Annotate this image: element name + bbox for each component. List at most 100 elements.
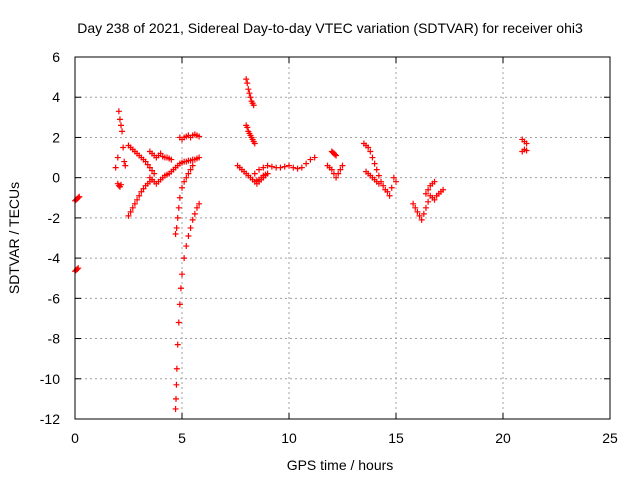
- series-arc-16: [253, 172, 269, 187]
- data-point: [371, 160, 378, 167]
- data-point: [425, 198, 432, 205]
- data-point: [134, 196, 141, 203]
- x-axis-label: GPS time / hours: [287, 457, 394, 473]
- data-point: [422, 204, 429, 211]
- data-point: [157, 150, 164, 157]
- data-point: [173, 381, 180, 388]
- data-point: [375, 180, 382, 187]
- data-point: [181, 178, 188, 185]
- data-point: [174, 214, 181, 221]
- data-point: [142, 158, 149, 165]
- data-point: [174, 341, 181, 348]
- data-point: [183, 174, 190, 181]
- data-point: [140, 185, 147, 192]
- data-point: [189, 216, 196, 223]
- data-point: [262, 172, 269, 179]
- data-point: [264, 162, 271, 169]
- data-point: [119, 128, 126, 135]
- data-point: [75, 265, 82, 272]
- y-tick-label: 4: [52, 89, 60, 105]
- data-point: [294, 165, 301, 172]
- data-point: [333, 174, 340, 181]
- data-point: [369, 154, 376, 161]
- data-point: [179, 271, 185, 278]
- data-point: [420, 210, 427, 217]
- y-tick-label: -10: [40, 371, 60, 387]
- data-point: [339, 162, 346, 169]
- data-point: [114, 154, 121, 161]
- data-point: [183, 243, 190, 250]
- data-point: [191, 210, 198, 217]
- data-point: [187, 224, 194, 231]
- data-point: [120, 144, 127, 151]
- series-arc-19: [360, 140, 399, 199]
- data-point: [251, 170, 258, 177]
- data-point: [523, 140, 530, 147]
- data-point: [196, 200, 203, 207]
- data-point: [175, 204, 182, 211]
- data-point: [177, 285, 184, 292]
- data-point: [337, 166, 344, 173]
- y-tick-label: -2: [48, 210, 61, 226]
- data-point: [196, 133, 203, 140]
- x-tick-label: 5: [178, 430, 186, 446]
- data-point: [422, 190, 429, 197]
- data-point: [172, 405, 179, 412]
- data-point: [390, 174, 397, 181]
- series-arc-15: [251, 154, 318, 177]
- series-arc-20: [363, 168, 382, 187]
- data-point: [425, 186, 432, 193]
- plot-frame: [74, 56, 611, 420]
- data-point: [118, 122, 125, 129]
- data-point: [277, 164, 284, 171]
- data-point: [115, 108, 122, 115]
- data-point: [388, 184, 395, 191]
- data-point: [193, 204, 200, 211]
- data-point: [244, 124, 251, 131]
- data-point: [168, 156, 175, 163]
- data-point: [365, 144, 372, 151]
- data-point: [173, 224, 180, 231]
- data-point: [181, 255, 188, 262]
- data-point: [173, 395, 180, 402]
- y-tick-label: 2: [52, 129, 60, 145]
- series-arc-7: [146, 148, 175, 163]
- data-point: [245, 86, 252, 93]
- data-point: [138, 188, 145, 195]
- data-point: [367, 148, 374, 155]
- data-point: [116, 116, 123, 123]
- series-arc-14: [243, 122, 258, 147]
- series-arc-3: [112, 108, 129, 171]
- data-point: [185, 232, 192, 239]
- data-point: [244, 80, 251, 87]
- y-tick-label: 6: [52, 49, 60, 65]
- x-tick-label: 25: [602, 430, 618, 446]
- data-point: [256, 166, 263, 173]
- data-point: [125, 212, 132, 219]
- data-point: [247, 94, 254, 101]
- series-arc-10: [172, 162, 196, 237]
- series-arc-12: [234, 162, 271, 185]
- data-point: [144, 161, 151, 168]
- data-point: [375, 172, 382, 179]
- data-point: [286, 162, 292, 169]
- series-arc-9: [176, 131, 203, 143]
- x-tick-label: 20: [495, 430, 511, 446]
- y-axis-label: SDTVAR / TECUs: [6, 182, 22, 294]
- data-point: [196, 154, 203, 161]
- data-point: [386, 192, 393, 199]
- data-point: [149, 167, 156, 174]
- data-point: [384, 188, 391, 195]
- data-point: [311, 154, 318, 161]
- data-point: [328, 166, 335, 173]
- data-point: [75, 194, 82, 201]
- y-axis-ticks: -12 -10 -8 -6 -4 -2 0 2 4 6: [40, 49, 610, 427]
- data-point: [260, 164, 267, 171]
- data-point: [416, 212, 423, 219]
- data-point: [281, 163, 288, 170]
- data-point: [250, 102, 257, 109]
- data-point: [175, 319, 182, 326]
- data-point: [187, 166, 194, 173]
- data-point: [151, 170, 158, 177]
